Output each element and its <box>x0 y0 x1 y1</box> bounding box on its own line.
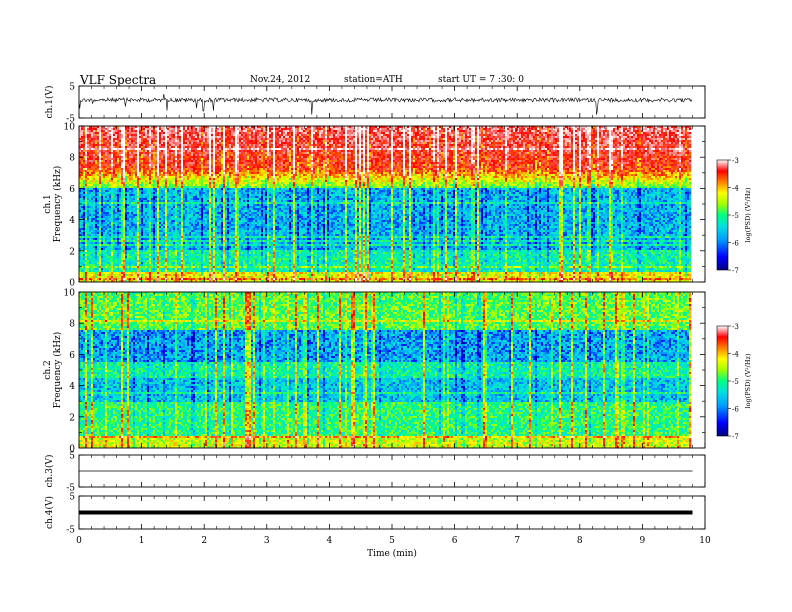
ch3-wave-ytick-label: 5 <box>69 452 75 462</box>
ch2-spec-ytick-label: 0 <box>69 445 75 455</box>
ch2-spec-ytick-label: 6 <box>69 351 75 361</box>
start-ut-label: start UT = 7 :30: 0 <box>438 75 524 85</box>
ch4-wave-trace <box>79 510 693 515</box>
chart-title: VLF Spectra <box>80 73 156 87</box>
ch1-spec-ylabel: ch.1 <box>43 194 53 213</box>
ch2-spec-ylabel: Frequency (kHz) <box>52 332 63 409</box>
ch2-spec-colorbar-tick-label: -3 <box>732 323 739 331</box>
ch1-spec-colorbar-label: log(PSD) (V²/Hz) <box>744 187 752 242</box>
x-tick-label: 5 <box>389 536 395 546</box>
ch1-spec-colorbar-tick-label: -7 <box>732 267 739 275</box>
ch2-spec-ylabel: ch.2 <box>43 360 53 379</box>
ch2-spec-ytick-label: 8 <box>69 320 75 330</box>
ch3-wave-ytick-label: -5 <box>66 484 75 494</box>
x-tick-label: 4 <box>327 536 333 546</box>
ch1-spec-heatmap <box>79 126 692 283</box>
ch1-spec-ytick-label: 8 <box>69 154 75 164</box>
x-tick-label: 0 <box>76 536 82 546</box>
ch2-spec-ytick-label: 4 <box>69 382 75 392</box>
ch1-spec-ytick-label: 2 <box>69 247 75 257</box>
ch1-spec-ytick-label: 0 <box>69 279 75 289</box>
station-label: station=ATH <box>344 75 403 85</box>
x-tick-label: 1 <box>139 536 145 546</box>
x-tick-label: 10 <box>699 536 711 546</box>
ch1-wave-trace <box>78 94 693 115</box>
x-tick-label: 8 <box>577 536 583 546</box>
ch2-spec-ytick-label: 10 <box>64 289 76 299</box>
ch1-wave-ytick-label: -5 <box>66 115 75 125</box>
ch2-spec-colorbar <box>716 325 729 437</box>
ch1-wave-ytick-label: 5 <box>69 83 75 93</box>
ch2-spec-colorbar-tick-label: -5 <box>732 378 739 386</box>
ch4-wave-ytick-label: 5 <box>69 493 75 503</box>
x-axis-label: Time (min) <box>367 548 417 559</box>
ch1-spec-colorbar <box>716 159 729 271</box>
ch2-spec-colorbar-tick-label: -4 <box>732 351 739 359</box>
ch4-wave-ylabel: ch.4(V) <box>44 496 55 529</box>
x-tick-label: 9 <box>640 536 646 546</box>
ch2-spec-colorbar-tick-label: -7 <box>732 433 739 441</box>
ch1-spec-colorbar-tick-label: -4 <box>732 185 739 193</box>
ch1-spec-ytick-label: 4 <box>69 216 75 226</box>
ch4-wave-ytick-label: -5 <box>66 526 75 536</box>
ch2-spec-heatmap <box>79 292 692 449</box>
x-tick-label: 2 <box>201 536 207 546</box>
ch2-spec-colorbar-tick-label: -6 <box>732 406 739 414</box>
ch2-spec-colorbar-label: log(PSD) (V²/Hz) <box>744 353 752 408</box>
ch1-spec-colorbar-tick-label: -5 <box>732 212 739 220</box>
x-tick-label: 3 <box>264 536 270 546</box>
ch1-spec-colorbar-tick-label: -6 <box>732 240 739 248</box>
x-tick-label: 7 <box>514 536 520 546</box>
ch1-spec-ylabel: Frequency (kHz) <box>52 166 63 243</box>
date-label: Nov.24, 2012 <box>250 75 310 85</box>
ch1-spec-ytick-label: 10 <box>64 123 76 133</box>
ch1-spec-colorbar-tick-label: -3 <box>732 157 739 165</box>
ch1-spec-ytick-label: 6 <box>69 185 75 195</box>
ch1-wave-ylabel: ch.1(V) <box>44 86 55 119</box>
ch3-wave-ylabel: ch.3(V) <box>44 455 55 488</box>
x-tick-label: 6 <box>452 536 458 546</box>
ch2-spec-ytick-label: 2 <box>69 413 75 423</box>
